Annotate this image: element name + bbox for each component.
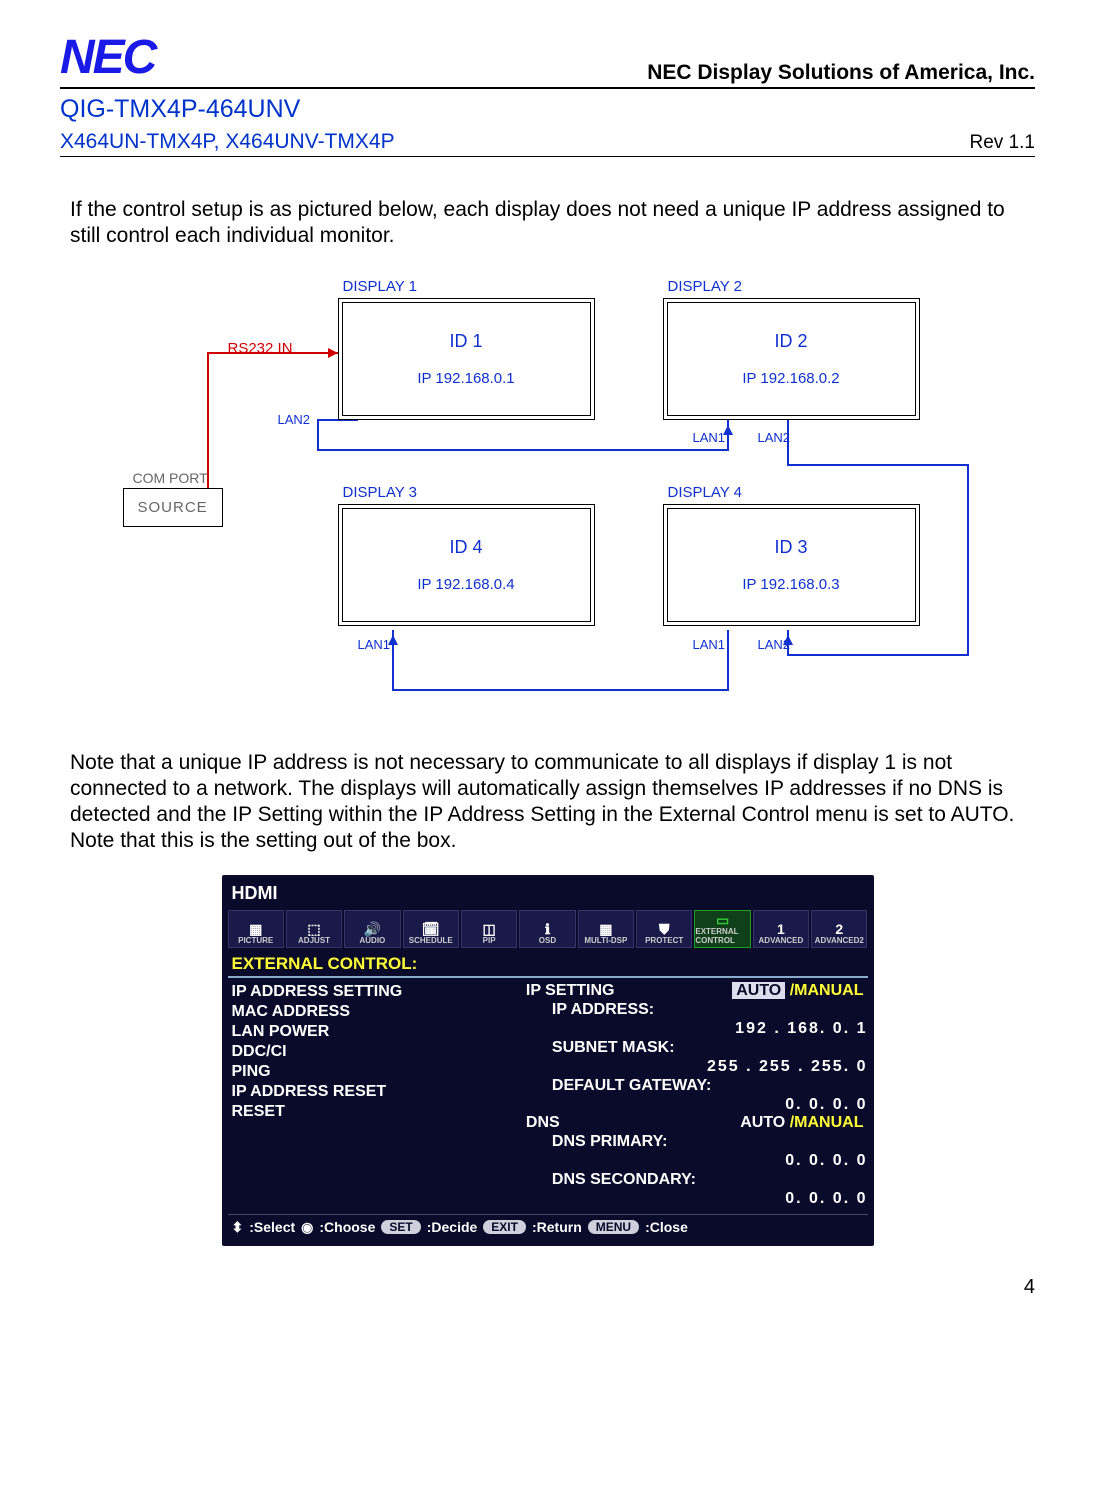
osd-tab-advanced: 1ADVANCED xyxy=(753,910,809,948)
osd-item-ip-setting: IP ADDRESS SETTING xyxy=(228,982,522,1002)
dns-secondary-value: 0. 0. 0. 0 xyxy=(522,1190,868,1208)
osd-tab-external-control: ▭EXTERNAL CONTROL xyxy=(694,910,750,948)
display3-id: ID 4 xyxy=(343,537,590,558)
company-name: NEC Display Solutions of America, Inc. xyxy=(647,61,1035,85)
osd-tab-advanced2: 2ADVANCED2 xyxy=(811,910,867,948)
gateway-value: 0. 0. 0. 0 xyxy=(522,1096,868,1114)
display4-ip: IP 192.168.0.3 xyxy=(668,576,915,593)
osd-screenshot: HDMI ▦PICTURE ⬚ADJUST 🔊AUDIO 🗓SCHEDULE ◫… xyxy=(222,875,874,1246)
lan2-label-d2: LAN2 xyxy=(758,430,791,445)
ip-setting-manual: MANUAL xyxy=(794,982,863,999)
lan1-label-d4: LAN1 xyxy=(693,637,726,652)
exit-button-icon: EXIT xyxy=(483,1220,526,1234)
ip-address-value: 192 . 168. 0. 1 xyxy=(522,1020,868,1038)
display2-ip: IP 192.168.0.2 xyxy=(668,370,915,387)
osd-left-menu: IP ADDRESS SETTING MAC ADDRESS LAN POWER… xyxy=(228,982,522,1208)
osd-tab-protect: ⛊PROTECT xyxy=(636,910,692,948)
display2-id: ID 2 xyxy=(668,331,915,352)
display3-title: DISPLAY 3 xyxy=(343,484,418,501)
set-button-icon: SET xyxy=(381,1220,420,1234)
paragraph-1: If the control setup is as pictured belo… xyxy=(70,197,1025,250)
display2-title: DISPLAY 2 xyxy=(668,278,743,295)
osd-tab-multidsp: ▦MULTI-DSP xyxy=(578,910,634,948)
updown-icon: ⬍ xyxy=(232,1219,244,1236)
lan1-label-d2: LAN1 xyxy=(693,430,726,445)
lan2-label-d4: LAN2 xyxy=(758,637,791,652)
dns-primary-value: 0. 0. 0. 0 xyxy=(522,1152,868,1170)
doc-code: QIG-TMX4P-464UNV xyxy=(60,95,1035,124)
osd-item-ip-reset: IP ADDRESS RESET xyxy=(228,1082,522,1102)
dns-primary-label: DNS PRIMARY: xyxy=(522,1132,868,1152)
doc-models: X464UN-TMX4P, X464UNV-TMX4P xyxy=(60,130,395,154)
osd-tabs: ▦PICTURE ⬚ADJUST 🔊AUDIO 🗓SCHEDULE ◫PIP ℹ… xyxy=(228,910,868,948)
osd-tab-osd: ℹOSD xyxy=(519,910,575,948)
gateway-label: DEFAULT GATEWAY: xyxy=(522,1076,868,1096)
rs232-label: RS232 IN xyxy=(228,340,293,357)
dns-secondary-label: DNS SECONDARY: xyxy=(522,1170,868,1190)
osd-item-reset: RESET xyxy=(228,1102,522,1122)
osd-tab-adjust: ⬚ADJUST xyxy=(286,910,342,948)
display3-ip: IP 192.168.0.4 xyxy=(343,576,590,593)
ip-setting-label: IP SETTING xyxy=(526,982,615,1000)
osd-tab-picture: ▦PICTURE xyxy=(228,910,284,948)
subnet-value: 255 . 255 . 255. 0 xyxy=(522,1058,868,1076)
footer-select: :Select xyxy=(249,1219,295,1235)
lan2-label-d1: LAN2 xyxy=(278,412,311,427)
ip-setting-auto: AUTO xyxy=(732,982,785,999)
osd-item-mac: MAC ADDRESS xyxy=(228,1002,522,1022)
source-box: SOURCE xyxy=(123,488,223,527)
footer-close: :Close xyxy=(645,1219,688,1235)
dns-manual: MANUAL xyxy=(794,1114,863,1131)
footer-return: :Return xyxy=(532,1219,582,1235)
display1-ip: IP 192.168.0.1 xyxy=(343,370,590,387)
footer-choose: :Choose xyxy=(319,1219,375,1235)
dns-label: DNS xyxy=(526,1114,560,1132)
control-setup-diagram: COM PORT SOURCE RS232 IN LAN2 DISPLAY 1 … xyxy=(113,270,983,710)
display1-title: DISPLAY 1 xyxy=(343,278,418,295)
ip-address-label: IP ADDRESS: xyxy=(522,1000,868,1020)
menu-button-icon: MENU xyxy=(588,1220,639,1234)
nec-logo: NEC xyxy=(60,30,155,85)
osd-tab-schedule: 🗓SCHEDULE xyxy=(403,910,459,948)
revision: Rev 1.1 xyxy=(970,132,1035,154)
footer-decide: :Decide xyxy=(427,1219,478,1235)
osd-tab-audio: 🔊AUDIO xyxy=(344,910,400,948)
header: NEC NEC Display Solutions of America, In… xyxy=(60,30,1035,89)
subtitle-row: X464UN-TMX4P, X464UNV-TMX4P Rev 1.1 xyxy=(60,130,1035,157)
page-number: 4 xyxy=(60,1276,1035,1299)
osd-tab-pip: ◫PIP xyxy=(461,910,517,948)
display4-title: DISPLAY 4 xyxy=(668,484,743,501)
plusminus-icon: ◉ xyxy=(301,1219,313,1236)
osd-title: HDMI xyxy=(228,881,868,906)
paragraph-2: Note that a unique IP address is not nec… xyxy=(70,750,1025,855)
com-port-label: COM PORT xyxy=(133,470,208,486)
osd-section-title: EXTERNAL CONTROL: xyxy=(228,952,868,976)
display4-id: ID 3 xyxy=(668,537,915,558)
lan1-label-d3: LAN1 xyxy=(358,637,391,652)
osd-footer: ⬍ :Select ◉ :Choose SET :Decide EXIT :Return… xyxy=(228,1214,868,1240)
osd-item-lan-power: LAN POWER xyxy=(228,1022,522,1042)
dns-auto: AUTO xyxy=(740,1114,785,1131)
subnet-label: SUBNET MASK: xyxy=(522,1038,868,1058)
display1-id: ID 1 xyxy=(343,331,590,352)
osd-item-ping: PING xyxy=(228,1062,522,1082)
osd-right-panel: IP SETTING AUTO /MANUAL IP ADDRESS: 192 … xyxy=(522,982,868,1208)
osd-item-ddcci: DDC/CI xyxy=(228,1042,522,1062)
